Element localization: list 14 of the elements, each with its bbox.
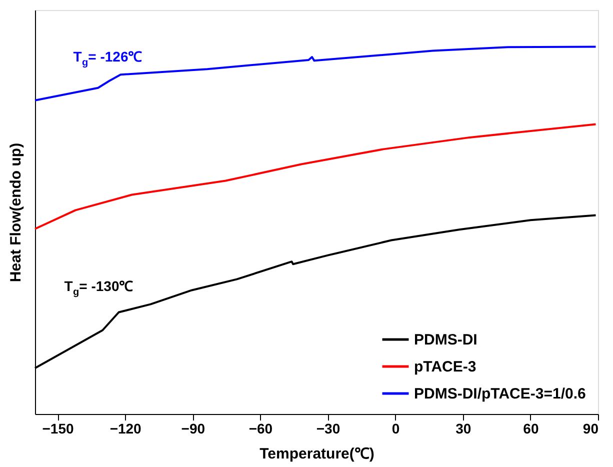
x-tick-label: −120: [110, 420, 142, 436]
x-tick-label: −60: [248, 420, 273, 436]
x-tick-label: 0: [392, 420, 400, 436]
legend-label: pTACE-3: [414, 358, 476, 376]
x-tick-label: −90: [181, 420, 206, 436]
x-axis-title: Temperature(℃): [260, 446, 374, 462]
x-tick-label: 90: [582, 420, 599, 436]
x-tick-label: 30: [456, 420, 472, 436]
x-tick-label: −150: [42, 420, 74, 436]
x-tick-label: 60: [523, 420, 539, 436]
y-axis-title: Heat Flow(endo up): [8, 142, 24, 282]
legend-label: PDMS-DI: [414, 332, 478, 348]
x-tick-label: −30: [316, 420, 340, 436]
legend-label: PDMS-DI/pTACE-3=1/0.6: [414, 386, 586, 402]
